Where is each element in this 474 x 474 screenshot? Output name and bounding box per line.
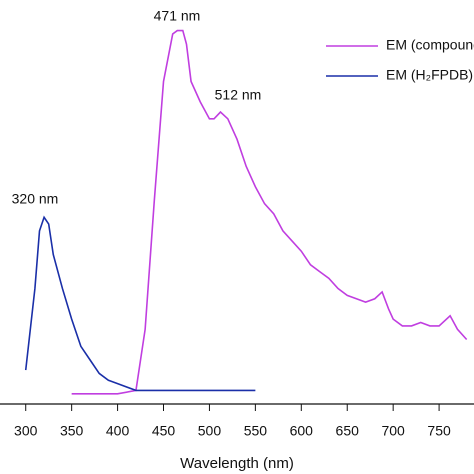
- x-tick-label: 750: [427, 423, 451, 439]
- annotation: 512 nm: [215, 87, 262, 103]
- legend-label: EM (H₂FPDB): [386, 67, 473, 83]
- x-tick-label: 700: [381, 423, 405, 439]
- x-tick-label: 600: [290, 423, 314, 439]
- x-tick-label: 650: [336, 423, 360, 439]
- annotation: 471 nm: [154, 8, 201, 24]
- x-tick-label: 400: [106, 423, 130, 439]
- annotation: 320 nm: [12, 191, 59, 207]
- x-tick-label: 300: [14, 423, 38, 439]
- line-series: [24, 215, 256, 392]
- line-series: [71, 29, 468, 395]
- x-tick-label: 450: [152, 423, 176, 439]
- x-tick-label: 550: [244, 423, 268, 439]
- legend-label: EM (compound: [386, 37, 474, 53]
- x-tick-label: 350: [60, 423, 84, 439]
- x-tick-label: 500: [198, 423, 222, 439]
- x-axis-label: Wavelength (nm): [180, 455, 294, 472]
